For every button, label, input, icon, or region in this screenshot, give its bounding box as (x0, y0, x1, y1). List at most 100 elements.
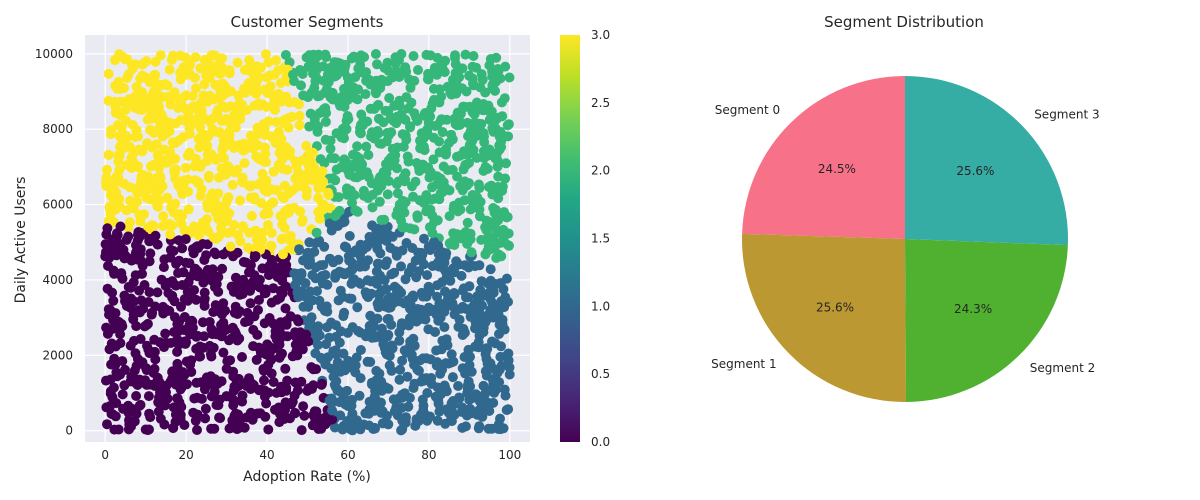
scatter-point (455, 108, 466, 119)
scatter-point (290, 377, 301, 388)
scatter-point (464, 157, 474, 168)
scatter-point (199, 287, 210, 298)
scatter-point (181, 90, 192, 101)
x-tick-label: 0 (101, 448, 109, 462)
scatter-point (325, 62, 336, 73)
scatter-point (362, 356, 373, 367)
pie-slices (741, 76, 1068, 403)
scatter-point (320, 305, 330, 316)
scatter-point (337, 267, 348, 278)
scatter-point (268, 377, 279, 387)
scatter-point (287, 111, 298, 122)
scatter-point (261, 284, 271, 295)
scatter-point (399, 176, 410, 187)
scatter-point (199, 79, 210, 90)
x-tick-label: 40 (259, 448, 274, 462)
scatter-point (144, 256, 155, 267)
scatter-point (177, 243, 188, 254)
scatter-point (371, 266, 382, 277)
scatter-point (174, 255, 185, 266)
scatter-point (129, 335, 139, 346)
scatter-point (443, 298, 454, 309)
scatter-point (472, 192, 483, 203)
scatter-point (274, 96, 285, 107)
scatter-point (281, 383, 292, 393)
scatter-point (218, 347, 229, 358)
scatter-point (295, 206, 306, 217)
pie-slice-label: Segment 0 (715, 103, 780, 117)
scatter-point (106, 338, 117, 349)
pie-title: Segment Distribution (824, 13, 984, 31)
scatter-point (306, 312, 317, 323)
scatter-point (476, 234, 487, 245)
scatter-point (459, 327, 470, 338)
scatter-point (380, 382, 391, 393)
scatter-point (282, 331, 293, 342)
scatter-point (136, 229, 147, 240)
scatter-point (380, 347, 391, 358)
scatter-point (333, 254, 344, 265)
scatter-point (290, 339, 301, 350)
scatter-point (442, 289, 453, 300)
scatter-point (408, 333, 419, 344)
scatter-point (367, 377, 377, 388)
scatter-point (471, 152, 482, 163)
pie-percent-label: 25.6% (956, 164, 994, 178)
scatter-point (310, 76, 321, 87)
scatter-point (218, 298, 229, 309)
scatter-point (319, 241, 330, 252)
scatter-point (103, 68, 114, 79)
scatter-point (228, 385, 239, 396)
scatter-point (355, 345, 366, 355)
scatter-point (367, 220, 378, 231)
scatter-point (456, 270, 467, 281)
scatter-point (259, 375, 269, 386)
scatter-point (396, 261, 406, 272)
scatter-point (290, 156, 301, 167)
scatter-point (496, 142, 507, 152)
scatter-point (116, 319, 127, 329)
scatter-point (266, 254, 277, 265)
scatter-point (482, 310, 493, 321)
scatter-point (158, 91, 169, 102)
scatter-point (250, 251, 261, 262)
scatter-point (139, 188, 150, 199)
scatter-point (406, 349, 417, 360)
scatter-point (345, 185, 356, 196)
scatter-point (439, 67, 450, 78)
scatter-point (358, 169, 369, 179)
scatter-point (478, 146, 489, 157)
scatter-point (454, 72, 465, 83)
scatter-point (149, 334, 160, 345)
scatter-point (394, 327, 405, 338)
scatter-point (164, 126, 175, 137)
scatter-point (383, 176, 394, 187)
scatter-point (164, 146, 175, 157)
scatter-point (253, 305, 263, 315)
scatter-point (391, 402, 402, 413)
scatter-point (327, 405, 338, 416)
scatter-point (144, 348, 155, 359)
scatter-point (504, 72, 515, 83)
scatter-point (280, 397, 291, 408)
scatter-point (290, 327, 301, 338)
scatter-point (110, 360, 121, 371)
scatter-point (198, 317, 208, 328)
scatter-point (112, 371, 123, 382)
scatter-point (304, 237, 315, 248)
scatter-point (215, 413, 226, 424)
scatter-point (182, 69, 192, 80)
scatter-point (122, 73, 132, 83)
scatter-point (444, 211, 455, 222)
scatter-point (496, 251, 507, 262)
scatter-point (441, 248, 452, 259)
colorbar-tick-label: 1.5 (591, 232, 610, 246)
scatter-point (234, 289, 245, 300)
scatter-point (114, 269, 125, 280)
scatter-point (467, 134, 478, 145)
scatter-point (140, 375, 151, 386)
scatter-point (104, 252, 115, 263)
scatter-point (305, 108, 316, 119)
scatter-point (266, 368, 277, 379)
